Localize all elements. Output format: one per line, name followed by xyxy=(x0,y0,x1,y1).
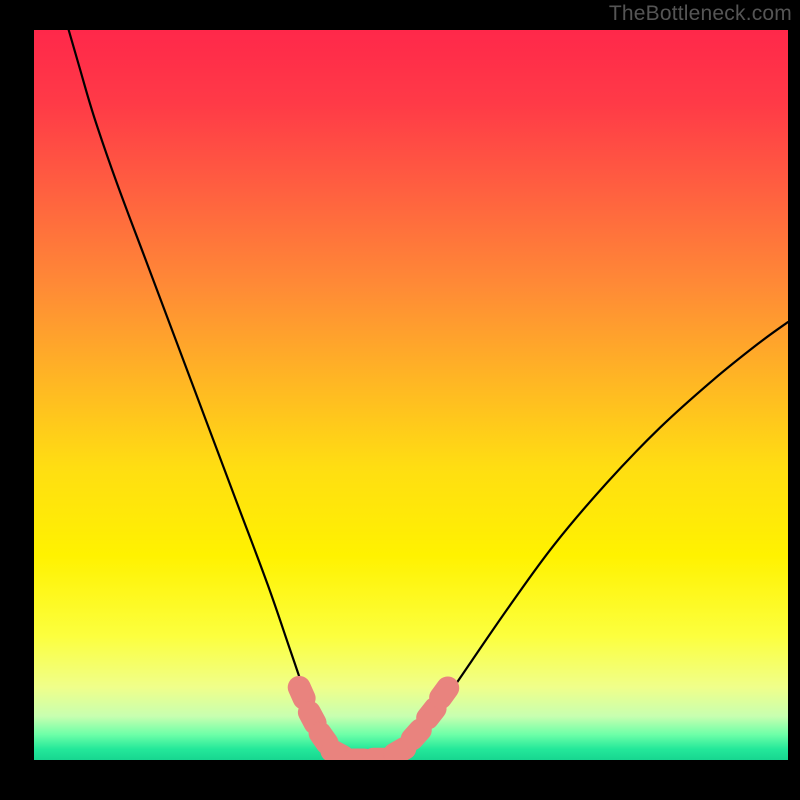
chart-svg xyxy=(0,0,800,800)
plot-background xyxy=(34,30,788,760)
bottleneck-chart: TheBottleneck.com xyxy=(0,0,800,800)
watermark-label: TheBottleneck.com xyxy=(609,2,792,26)
